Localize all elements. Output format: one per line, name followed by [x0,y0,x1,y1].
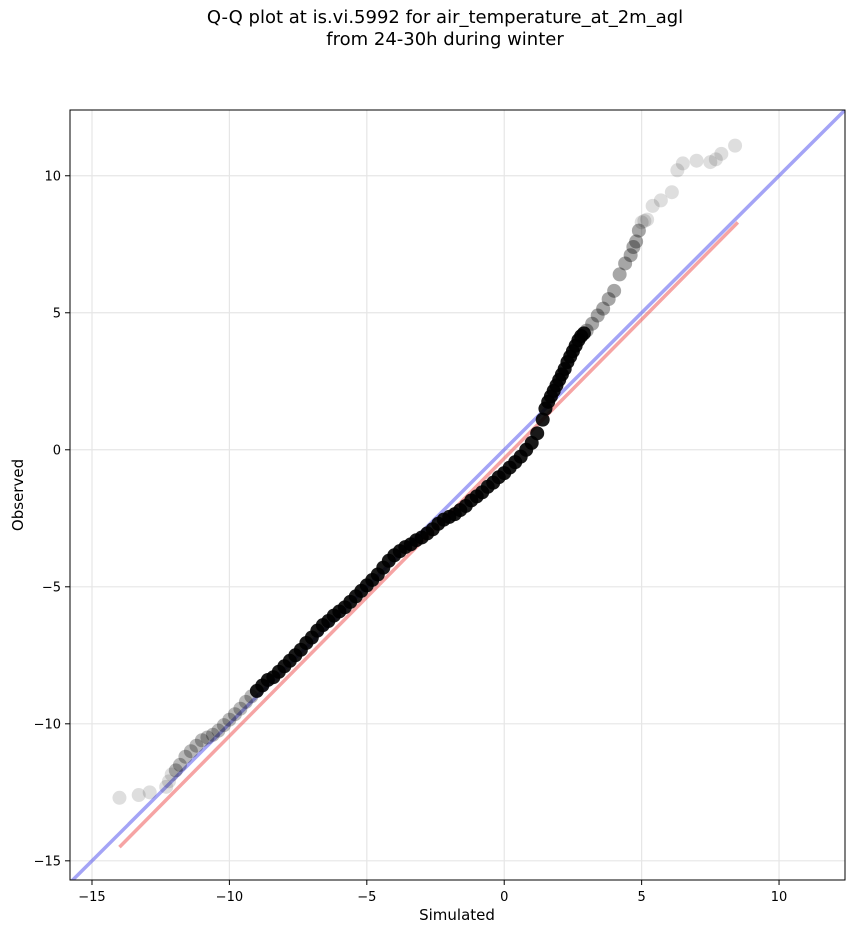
grid [70,110,845,880]
data-point [172,757,187,772]
data-point [530,426,545,441]
y-tick-label: 5 [53,306,61,321]
chart-title-line-2: from 24-30h during winter [326,29,564,50]
x-tick-label: −5 [357,890,376,905]
x-axis-label: Simulated [419,906,495,924]
data-point [634,215,649,230]
x-tick-label: 10 [771,890,788,905]
data-point [670,163,685,178]
chart-title-line-1: Q-Q plot at is.vi.5992 for air_temperatu… [206,7,684,28]
data-point [618,256,633,271]
data-point [238,694,253,709]
data-point [637,213,652,228]
data-point [626,240,641,255]
data-point [590,308,605,323]
data-point [675,156,690,171]
plot-frame [69,109,846,881]
data-point [607,283,622,298]
data-point [631,223,646,238]
data-point [728,138,743,153]
identity-line [70,110,845,880]
y-tick-label: −5 [42,580,61,595]
x-tick-label: −10 [216,890,243,905]
data-point [629,234,644,249]
data-point [205,727,220,742]
data-point [640,212,655,227]
data-point [194,733,209,748]
data-point [216,718,231,733]
data-point [689,153,704,168]
data-point [596,301,611,316]
data-point [178,749,193,764]
data-point [601,292,616,307]
data-point [131,788,146,803]
y-tick-label: −10 [34,717,61,732]
y-tick-label: 0 [53,443,61,458]
data-point [189,738,204,753]
data-point [233,701,248,716]
y-tick-label: −15 [34,854,61,869]
data-point [142,785,157,800]
data-point [612,267,627,282]
x-tick-label: 0 [500,890,508,905]
data-point [664,185,679,200]
data-point [222,712,237,727]
y-tick-label: 10 [44,169,61,184]
data-point [703,155,718,170]
x-tick-label: 5 [637,890,645,905]
data-point [164,767,179,782]
data-point [161,774,176,789]
x-tick-label: −15 [78,890,105,905]
data-point [714,146,729,161]
data-point [653,193,668,208]
data-point [112,790,127,805]
axis-ticks: −15 −10 −5 0 5 10 −15 −10 −5 0 5 10 [34,169,788,905]
data-point [535,412,550,427]
data-point [623,248,638,263]
data-point [159,779,174,794]
data-point [645,198,660,213]
data-point [200,730,215,745]
scatter-points [112,138,743,805]
data-point [168,763,183,778]
data-point [576,326,591,341]
data-point [211,723,226,738]
data-point [708,152,723,167]
data-point [183,744,198,759]
data-point [227,707,242,722]
data-point [585,316,600,331]
chart-title: Q-Q plot at is.vi.5992 for air_temperatu… [0,7,854,51]
data-point [579,323,594,338]
y-axis-label: Observed [9,459,27,531]
